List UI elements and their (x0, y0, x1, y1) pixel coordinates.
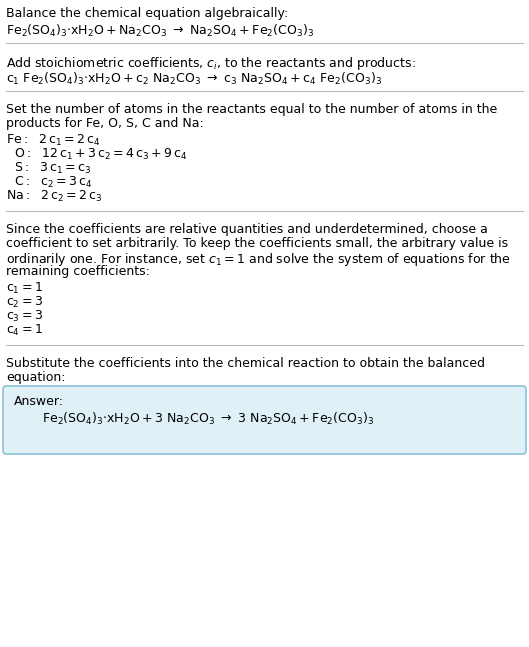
Text: Balance the chemical equation algebraically:: Balance the chemical equation algebraica… (6, 7, 288, 20)
Text: $\mathrm{c_3 = 3}$: $\mathrm{c_3 = 3}$ (6, 309, 43, 324)
Text: $\mathrm{c_1 = 1}$: $\mathrm{c_1 = 1}$ (6, 281, 43, 296)
Text: $\mathrm{\ \ S{:}\ \ 3\,c_1 = c_3}$: $\mathrm{\ \ S{:}\ \ 3\,c_1 = c_3}$ (6, 161, 92, 176)
Text: coefficient to set arbitrarily. To keep the coefficients small, the arbitrary va: coefficient to set arbitrarily. To keep … (6, 237, 508, 250)
Text: $\mathrm{Fe_2(SO_4)_3{\cdot}xH_2O + 3\ Na_2CO_3 \ \rightarrow \ 3\ Na_2SO_4 + Fe: $\mathrm{Fe_2(SO_4)_3{\cdot}xH_2O + 3\ N… (42, 411, 374, 427)
Text: $\mathrm{Na{:}\ \ 2\,c_2 = 2\,c_3}$: $\mathrm{Na{:}\ \ 2\,c_2 = 2\,c_3}$ (6, 189, 102, 204)
Text: $\mathrm{\ \ O{:}\ \ 12\,c_1 + 3\,c_2 = 4\,c_3 + 9\,c_4}$: $\mathrm{\ \ O{:}\ \ 12\,c_1 + 3\,c_2 = … (6, 147, 188, 162)
Text: $\mathrm{\ \ C{:}\ \ c_2 = 3\,c_4}$: $\mathrm{\ \ C{:}\ \ c_2 = 3\,c_4}$ (6, 175, 92, 190)
Text: $\mathrm{c_4 = 1}$: $\mathrm{c_4 = 1}$ (6, 323, 43, 338)
Text: products for Fe, O, S, C and Na:: products for Fe, O, S, C and Na: (6, 117, 204, 130)
Text: remaining coefficients:: remaining coefficients: (6, 265, 150, 278)
Text: ordinarily one. For instance, set $c_1 = 1$ and solve the system of equations fo: ordinarily one. For instance, set $c_1 =… (6, 251, 511, 268)
FancyBboxPatch shape (3, 386, 526, 454)
Text: $\mathrm{c_2 = 3}$: $\mathrm{c_2 = 3}$ (6, 295, 43, 310)
Text: Substitute the coefficients into the chemical reaction to obtain the balanced: Substitute the coefficients into the che… (6, 357, 485, 370)
Text: $\mathrm{c_1\ Fe_2(SO_4)_3{\cdot}xH_2O + c_2\ Na_2CO_3 \ \rightarrow \ c_3\ Na_2: $\mathrm{c_1\ Fe_2(SO_4)_3{\cdot}xH_2O +… (6, 71, 382, 87)
Text: Set the number of atoms in the reactants equal to the number of atoms in the: Set the number of atoms in the reactants… (6, 103, 497, 116)
Text: Since the coefficients are relative quantities and underdetermined, choose a: Since the coefficients are relative quan… (6, 223, 488, 236)
Text: Answer:: Answer: (14, 395, 64, 408)
Text: equation:: equation: (6, 371, 66, 384)
Text: $\mathrm{Fe{:}\ \ 2\,c_1 = 2\,c_4}$: $\mathrm{Fe{:}\ \ 2\,c_1 = 2\,c_4}$ (6, 133, 101, 148)
Text: Add stoichiometric coefficients, $c_i$, to the reactants and products:: Add stoichiometric coefficients, $c_i$, … (6, 55, 416, 72)
Text: $\mathrm{Fe_2(SO_4)_3{\cdot}xH_2O + Na_2CO_3 \ \rightarrow \ Na_2SO_4 + Fe_2(CO_: $\mathrm{Fe_2(SO_4)_3{\cdot}xH_2O + Na_2… (6, 23, 314, 39)
